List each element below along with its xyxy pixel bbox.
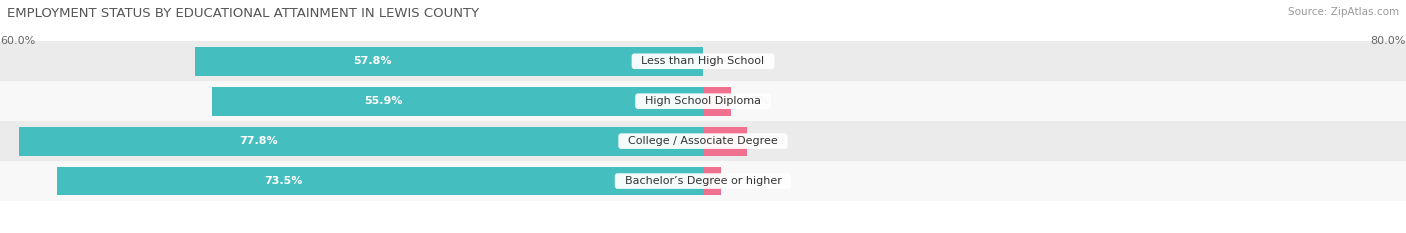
Bar xyxy=(0,161,1406,201)
Bar xyxy=(703,87,731,116)
Bar xyxy=(212,87,703,116)
Bar xyxy=(0,81,1406,121)
Text: 80.0%: 80.0% xyxy=(1371,37,1406,46)
Text: 77.8%: 77.8% xyxy=(239,136,278,146)
Text: Source: ZipAtlas.com: Source: ZipAtlas.com xyxy=(1288,7,1399,17)
Text: 3.2%: 3.2% xyxy=(742,96,770,106)
Bar xyxy=(703,127,747,155)
Text: 57.8%: 57.8% xyxy=(353,56,392,66)
Bar xyxy=(0,121,1406,161)
Text: 60.0%: 60.0% xyxy=(0,37,35,46)
Text: High School Diploma: High School Diploma xyxy=(638,96,768,106)
Text: 55.9%: 55.9% xyxy=(364,96,404,106)
Bar xyxy=(195,47,703,76)
Bar xyxy=(58,167,703,195)
Text: College / Associate Degree: College / Associate Degree xyxy=(621,136,785,146)
Text: 2.1%: 2.1% xyxy=(733,176,761,186)
Bar xyxy=(703,167,721,195)
Text: 5.0%: 5.0% xyxy=(758,136,786,146)
Bar xyxy=(0,41,1406,81)
Text: Less than High School: Less than High School xyxy=(634,56,772,66)
Text: EMPLOYMENT STATUS BY EDUCATIONAL ATTAINMENT IN LEWIS COUNTY: EMPLOYMENT STATUS BY EDUCATIONAL ATTAINM… xyxy=(7,7,479,20)
Text: 73.5%: 73.5% xyxy=(264,176,302,186)
Bar xyxy=(20,127,703,155)
Text: 0.0%: 0.0% xyxy=(713,56,742,66)
Text: Bachelor’s Degree or higher: Bachelor’s Degree or higher xyxy=(617,176,789,186)
